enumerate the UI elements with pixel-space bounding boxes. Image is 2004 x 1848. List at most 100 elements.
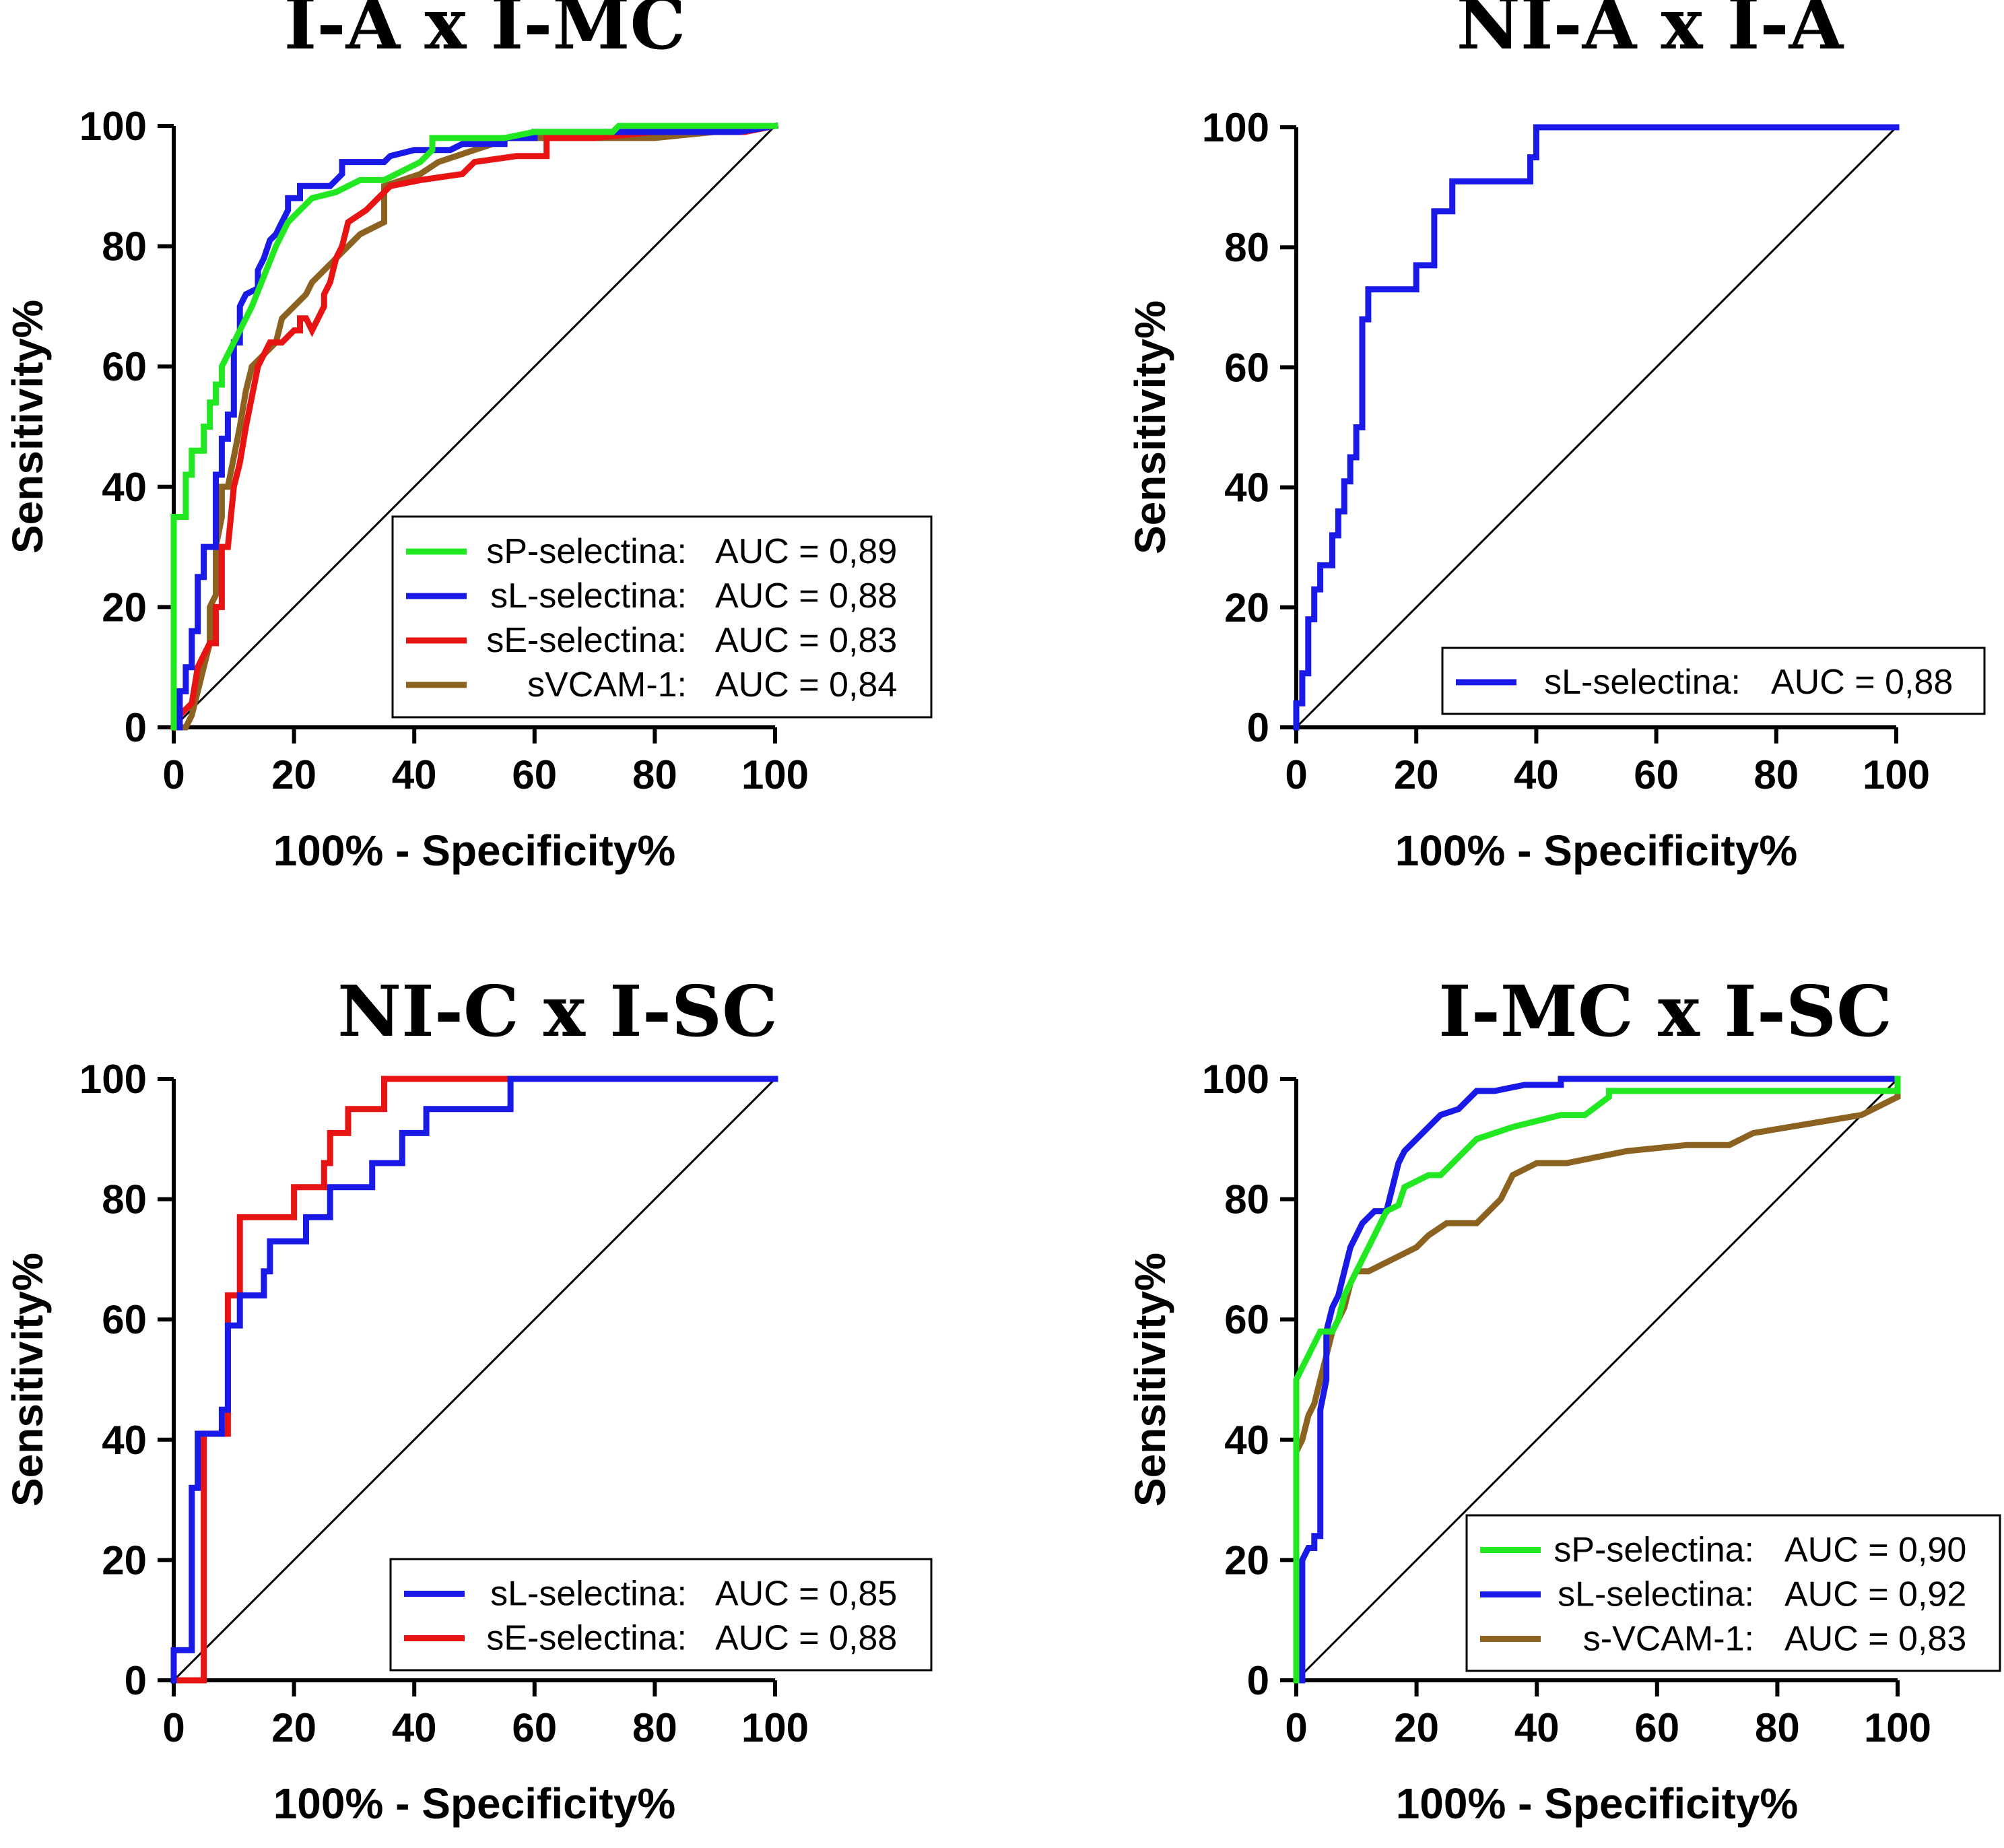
legend-series-name: sL-selectina: [490, 1575, 687, 1614]
x-tick-label: 80 [1754, 752, 1799, 797]
chart-panel-1: I-A x I-MC 0 20 40 60 80 100 0 20 40 60 80 100 100% -… [3, 0, 933, 875]
y-tick-label: 100 [1202, 105, 1269, 150]
roc-curve-se-selectina [169, 122, 779, 732]
x-tick-label: 100 [1863, 752, 1930, 797]
x-tick-label: 100 [741, 752, 809, 797]
legend-auc-value: AUC = 0,90 [1784, 1531, 1966, 1570]
x-tick-label: 40 [392, 1705, 437, 1750]
legend-series-name: sP-selectina: [486, 532, 687, 571]
legend-auc-value: AUC = 0,84 [715, 665, 897, 704]
chart-title: I-MC x I-SC [1438, 970, 1892, 1053]
x-tick-label: 60 [1634, 752, 1679, 797]
chart-title: NI-A x I-A [1457, 0, 1844, 65]
legend-box [389, 1558, 933, 1672]
y-tick-label: 0 [1247, 1658, 1269, 1703]
legend-series-name: sE-selectina: [486, 1619, 687, 1658]
y-axis-label: Sensitivity% [3, 300, 52, 554]
roc-curve-sl-selectina [1293, 1076, 1901, 1684]
roc-curve-sl-selectina [1293, 124, 1900, 731]
x-tick-label: 60 [1634, 1705, 1679, 1750]
chart-panel-4: I-MC x I-SC 0 20 40 60 80 100 0 20 40 60 80 100 100% … [1126, 970, 2001, 1828]
y-tick-label: 100 [1202, 1057, 1269, 1102]
roc-curve-sl-selectina [170, 1076, 778, 1684]
legend-box [1441, 647, 1986, 715]
y-tick-label: 60 [102, 1297, 147, 1342]
legend-auc-value: AUC = 0,92 [1784, 1575, 1966, 1614]
x-tick-label: 0 [1285, 752, 1307, 797]
y-tick-label: 0 [1247, 705, 1269, 750]
x-tick-label: 100 [1864, 1705, 1931, 1750]
legend-auc-value: AUC = 0,88 [715, 576, 897, 616]
y-tick-label: 20 [102, 585, 147, 630]
y-axis-label: Sensitivity% [1126, 1253, 1174, 1507]
x-axis-label: 100% - Specificity% [1396, 1779, 1799, 1828]
roc-curve-sl-selectina [170, 122, 779, 731]
panels-layer: I-A x I-MC 0 20 40 60 80 100 0 20 40 60 80 100 100% -… [3, 0, 2001, 1828]
legend-auc-value: AUC = 0,89 [715, 532, 897, 571]
x-axis-label: 100% - Specificity% [273, 1779, 676, 1828]
y-tick-label: 80 [102, 224, 147, 269]
legend-auc-value: AUC = 0,83 [1784, 1620, 1966, 1659]
y-tick-label: 60 [1224, 345, 1269, 390]
legend-auc-value: AUC = 0,85 [715, 1575, 897, 1614]
y-tick-label: 40 [1224, 465, 1269, 510]
y-tick-label: 20 [1224, 585, 1269, 630]
x-tick-label: 80 [1755, 1705, 1800, 1750]
chart-panel-3: NI-C x I-SC 0 20 40 60 80 100 0 20 40 60 80 100 100% … [3, 970, 933, 1828]
y-tick-label: 80 [1224, 1177, 1269, 1222]
legend-box [391, 515, 933, 719]
x-tick-label: 40 [1514, 1705, 1560, 1750]
y-tick-label: 40 [1224, 1418, 1269, 1463]
legend-auc-value: AUC = 0,83 [715, 621, 897, 660]
reference-diagonal [1295, 126, 1898, 729]
x-tick-label: 0 [162, 752, 185, 797]
legend-auc-value: AUC = 0,88 [715, 1619, 897, 1658]
y-tick-label: 60 [1224, 1297, 1269, 1342]
x-axis-label: 100% - Specificity% [1395, 826, 1798, 875]
reference-diagonal [172, 125, 776, 729]
legend-series-name: sL-selectina: [1558, 1575, 1754, 1614]
y-tick-label: 0 [125, 1658, 147, 1703]
x-tick-label: 40 [1514, 752, 1559, 797]
roc-curve-svcam-1 [170, 123, 778, 731]
y-axis-label: Sensitivity% [3, 1253, 52, 1507]
x-tick-label: 60 [512, 1705, 557, 1750]
reference-diagonal [172, 1078, 776, 1682]
x-tick-label: 80 [632, 1705, 677, 1750]
x-tick-label: 40 [392, 752, 437, 797]
chart-panel-2: NI-A x I-A 0 20 40 60 80 100 0 20 40 60 80 100 100% -… [1126, 0, 1986, 875]
legend-auc-value: AUC = 0,88 [1771, 663, 1953, 702]
legend-series-name: sL-selectina: [490, 576, 687, 616]
reference-diagonal [1295, 1078, 1899, 1682]
x-tick-label: 0 [1285, 1705, 1307, 1750]
y-tick-label: 0 [125, 705, 147, 750]
chart-title: I-A x I-MC [284, 0, 686, 65]
legend-series-name: sE-selectina: [486, 621, 687, 660]
y-tick-label: 40 [102, 465, 147, 510]
x-tick-label: 80 [632, 752, 677, 797]
y-tick-label: 40 [102, 1418, 147, 1463]
legend-series-name: sL-selectina: [1544, 663, 1741, 702]
y-tick-label: 60 [102, 344, 147, 389]
x-axis-label: 100% - Specificity% [273, 826, 676, 875]
legend-series-name: sVCAM-1: [527, 665, 687, 704]
y-tick-label: 100 [79, 1057, 147, 1102]
roc-curve-sp-selectina [170, 123, 778, 731]
x-tick-label: 20 [271, 752, 316, 797]
y-tick-label: 20 [1224, 1538, 1269, 1583]
y-tick-label: 80 [102, 1177, 147, 1222]
x-tick-label: 20 [271, 1705, 316, 1750]
chart-title: NI-C x I-SC [337, 970, 778, 1053]
x-tick-label: 60 [512, 752, 557, 797]
x-tick-label: 20 [1394, 752, 1439, 797]
x-tick-label: 100 [741, 1705, 809, 1750]
roc-curve-sp-selectina [1293, 1076, 1901, 1684]
y-tick-label: 100 [79, 104, 147, 149]
y-tick-label: 80 [1224, 225, 1269, 270]
legend-series-name: sP-selectina: [1554, 1531, 1754, 1570]
x-tick-label: 0 [162, 1705, 185, 1750]
y-tick-label: 20 [102, 1538, 147, 1583]
legend-series-name: s-VCAM-1: [1583, 1620, 1754, 1659]
x-tick-label: 20 [1394, 1705, 1439, 1750]
